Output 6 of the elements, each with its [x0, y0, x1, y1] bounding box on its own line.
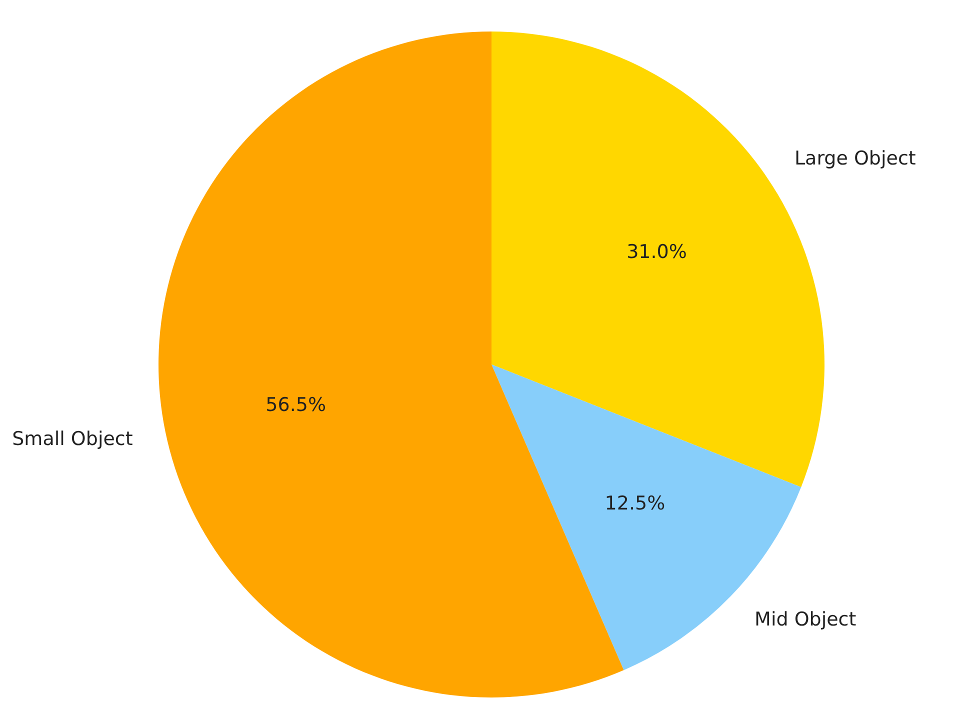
slice-label: Mid Object: [754, 608, 856, 630]
data-label: 56.5%: [266, 394, 326, 416]
slice-label: Small Object: [12, 428, 133, 450]
slice-label: Large Object: [794, 148, 916, 170]
data-label: 12.5%: [604, 492, 666, 515]
data-label: 31.0%: [626, 241, 687, 264]
